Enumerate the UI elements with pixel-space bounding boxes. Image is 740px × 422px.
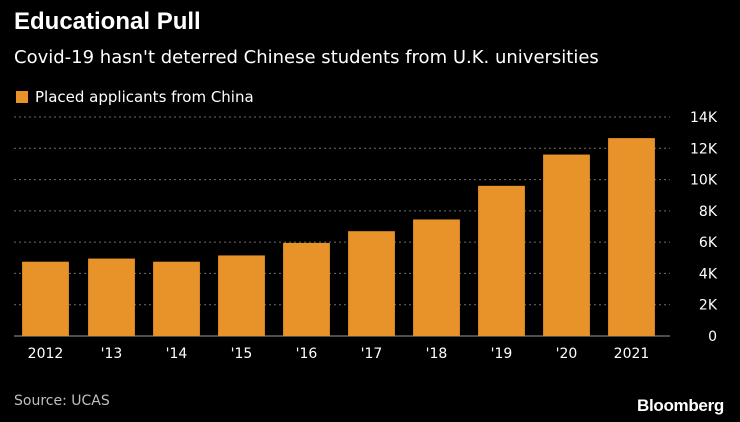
x-tick-label: '18	[426, 346, 448, 362]
y-tick-label: 14K	[690, 110, 718, 126]
y-tick-label: 2K	[699, 298, 718, 314]
bar-18	[413, 219, 460, 336]
x-tick-label: '13	[101, 346, 123, 362]
x-tick-label: 2012	[28, 346, 64, 362]
bar-15	[218, 255, 265, 336]
bar-17	[348, 231, 395, 336]
bar-2021	[608, 138, 655, 336]
x-tick-label: '17	[361, 346, 383, 362]
bar-14	[153, 261, 200, 336]
x-tick-label: '20	[556, 346, 578, 362]
legend-label: Placed applicants from China	[35, 88, 254, 106]
y-tick-label: 0	[708, 329, 717, 345]
y-tick-label: 12K	[690, 141, 718, 157]
x-tick-label: '16	[296, 346, 318, 362]
bar-13	[88, 258, 135, 336]
x-tick-label: '14	[166, 346, 188, 362]
chart-title: Educational Pull	[14, 8, 201, 35]
y-tick-label: 6K	[699, 235, 718, 251]
bars	[22, 138, 655, 336]
chart-subtitle: Covid-19 hasn't deterred Chinese student…	[14, 47, 599, 68]
y-tick-label: 8K	[699, 204, 718, 220]
x-tick-label: '15	[231, 346, 253, 362]
legend-swatch	[16, 91, 28, 103]
bar-16	[283, 242, 330, 336]
y-tick-label: 4K	[699, 266, 718, 282]
x-tick-label: '19	[491, 346, 513, 362]
x-tick-label: 2021	[614, 346, 650, 362]
bloomberg-logo: Bloomberg	[636, 396, 724, 415]
source-note: Source: UCAS	[14, 393, 110, 409]
y-axis-labels: 0 2K 4K 6K 8K 10K 12K 14K	[690, 110, 718, 345]
bar-20	[543, 154, 590, 336]
chart-legend: Placed applicants from China	[16, 87, 254, 107]
y-tick-label: 10K	[690, 173, 718, 189]
x-axis-labels: 2012 '13 '14 '15 '16 '17 '18 '19 '20 2021	[28, 346, 650, 362]
bar-2012	[22, 261, 69, 336]
bar-19	[478, 185, 525, 336]
